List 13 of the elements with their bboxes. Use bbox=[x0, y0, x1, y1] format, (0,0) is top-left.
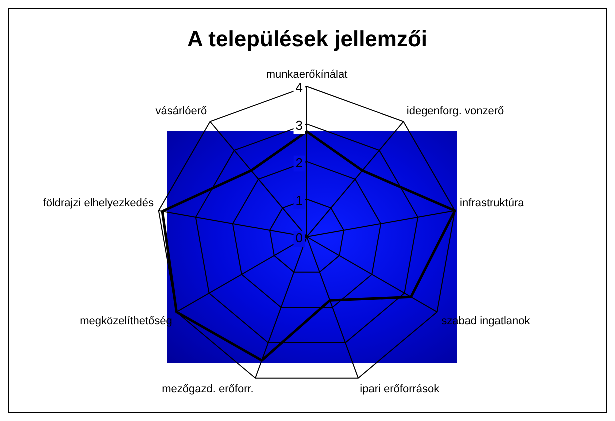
spoke-label: infrastruktúra bbox=[460, 197, 526, 210]
spoke-label: mezőgazd. erőforr. bbox=[162, 384, 254, 396]
y-tick-label: 4 bbox=[296, 80, 303, 96]
y-tick-label: 0 bbox=[296, 230, 303, 246]
spoke-label: vásárlóerő bbox=[156, 105, 208, 118]
spoke-label: idegenforg. vonzerő bbox=[406, 105, 504, 118]
spoke-label: földrajzi elhelyezkedés bbox=[43, 197, 154, 210]
chart-title: A települések jellemzői bbox=[187, 26, 428, 52]
spoke-label: ipari erőforrások bbox=[360, 384, 440, 396]
spoke-label: munkaerőkínálat bbox=[266, 69, 348, 82]
y-tick-label: 2 bbox=[296, 155, 303, 170]
y-tick-label: 3 bbox=[296, 118, 303, 133]
y-tick-label: 1 bbox=[296, 192, 303, 208]
